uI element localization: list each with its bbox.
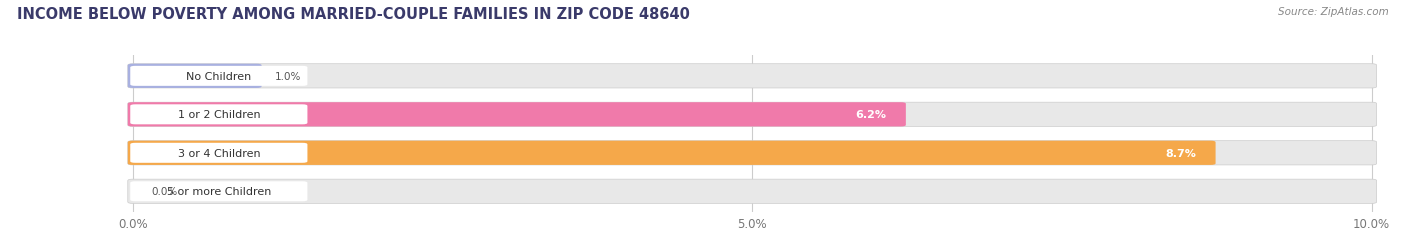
- FancyBboxPatch shape: [128, 64, 1376, 88]
- FancyBboxPatch shape: [128, 179, 1376, 204]
- FancyBboxPatch shape: [128, 141, 1376, 165]
- Text: Source: ZipAtlas.com: Source: ZipAtlas.com: [1278, 7, 1389, 17]
- FancyBboxPatch shape: [128, 64, 262, 88]
- FancyBboxPatch shape: [128, 141, 1216, 165]
- FancyBboxPatch shape: [128, 103, 1376, 127]
- FancyBboxPatch shape: [128, 103, 905, 127]
- Text: 1 or 2 Children: 1 or 2 Children: [177, 110, 260, 120]
- Text: 5 or more Children: 5 or more Children: [167, 186, 271, 196]
- Text: 6.2%: 6.2%: [855, 110, 886, 120]
- FancyBboxPatch shape: [131, 182, 308, 201]
- Text: 0.0%: 0.0%: [152, 186, 177, 196]
- FancyBboxPatch shape: [131, 105, 308, 125]
- FancyBboxPatch shape: [131, 143, 308, 163]
- Text: No Children: No Children: [186, 72, 252, 82]
- Text: 3 or 4 Children: 3 or 4 Children: [177, 148, 260, 158]
- Text: INCOME BELOW POVERTY AMONG MARRIED-COUPLE FAMILIES IN ZIP CODE 48640: INCOME BELOW POVERTY AMONG MARRIED-COUPL…: [17, 7, 690, 22]
- Text: 1.0%: 1.0%: [276, 72, 302, 82]
- Text: 8.7%: 8.7%: [1166, 148, 1195, 158]
- FancyBboxPatch shape: [131, 67, 308, 86]
